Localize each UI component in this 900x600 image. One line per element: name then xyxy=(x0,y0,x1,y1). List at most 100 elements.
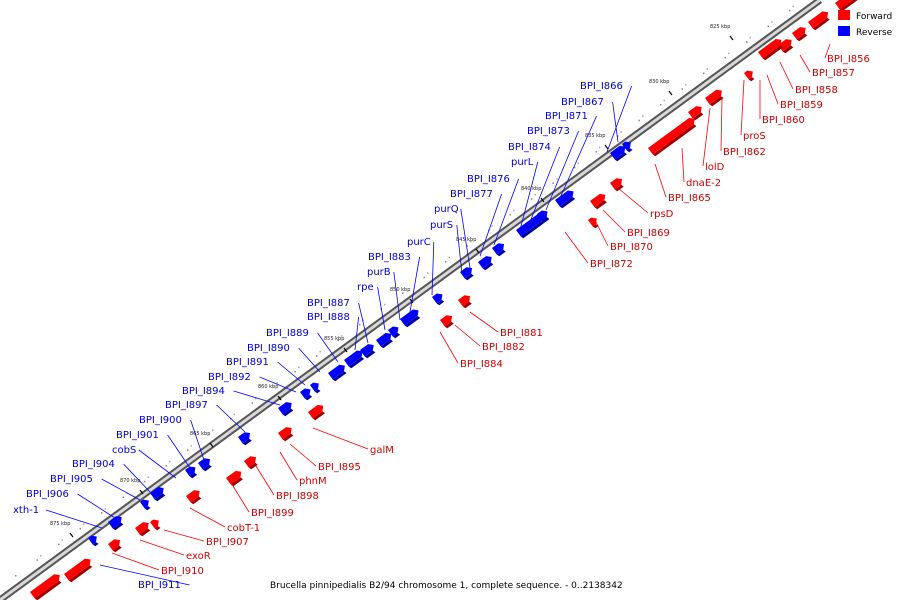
forward-leader xyxy=(289,443,317,467)
reverse-gene-label: BPI_I905 xyxy=(50,474,93,485)
scale-dot xyxy=(341,335,343,337)
forward-gene[interactable] xyxy=(792,25,810,42)
reverse-leader xyxy=(277,361,306,386)
forward-leader xyxy=(255,465,275,496)
forward-gene[interactable] xyxy=(30,572,64,600)
reverse-leader xyxy=(259,376,297,393)
reverse-gene[interactable] xyxy=(388,324,403,339)
forward-gene[interactable] xyxy=(278,425,296,442)
reverse-leader xyxy=(559,115,597,199)
forward-gene[interactable] xyxy=(150,517,163,531)
forward-leader xyxy=(702,107,711,167)
legend-forward-label: Forward xyxy=(856,12,892,22)
scale-dot xyxy=(703,72,705,75)
forward-gene[interactable] xyxy=(108,537,124,553)
forward-gene[interactable] xyxy=(186,488,204,505)
forward-leader xyxy=(602,209,626,233)
scale-dot xyxy=(61,539,63,541)
reverse-gene-label: BPI_I901 xyxy=(116,430,159,441)
scale-dot xyxy=(749,36,751,39)
scale-tick-label: 875 kbp xyxy=(50,521,70,527)
reverse-gene[interactable] xyxy=(198,456,214,472)
forward-gene[interactable] xyxy=(744,68,757,82)
forward-leader xyxy=(720,97,723,152)
forward-gene[interactable] xyxy=(648,116,699,157)
forward-gene[interactable] xyxy=(135,520,153,537)
forward-gene[interactable] xyxy=(688,104,706,121)
scale-dot xyxy=(58,543,60,546)
gene-features xyxy=(30,0,862,600)
reverse-gene[interactable] xyxy=(478,254,496,271)
forward-gene[interactable] xyxy=(64,556,95,583)
scale-tick-mark xyxy=(409,298,414,304)
forward-gene-label: galM xyxy=(370,445,394,456)
forward-gene-label: BPI_I895 xyxy=(318,462,361,473)
reverse-gene[interactable] xyxy=(555,188,578,209)
reverse-leader xyxy=(456,224,463,275)
forward-gene[interactable] xyxy=(778,37,796,54)
scale-tick-label: 825 kbp xyxy=(710,24,730,30)
scale-dot xyxy=(362,319,364,321)
reverse-gene[interactable] xyxy=(460,265,476,281)
reverse-gene[interactable] xyxy=(622,139,635,153)
forward-gene[interactable] xyxy=(226,469,245,487)
forward-leader xyxy=(824,43,831,59)
forward-leader xyxy=(232,485,250,513)
scale-dot xyxy=(165,465,167,467)
scale-dot xyxy=(685,84,687,86)
reverse-gene[interactable] xyxy=(328,362,349,382)
reverse-gene[interactable] xyxy=(185,464,200,479)
reverse-gene[interactable] xyxy=(344,348,367,369)
forward-gene[interactable] xyxy=(244,454,260,470)
forward-leader xyxy=(766,74,779,105)
reverse-gene[interactable] xyxy=(310,380,323,394)
forward-gene[interactable] xyxy=(610,176,626,192)
forward-gene-label: BPI_I910 xyxy=(161,566,204,577)
scale-dot xyxy=(595,151,597,153)
reverse-leader xyxy=(167,434,191,469)
reverse-gene[interactable] xyxy=(238,430,254,446)
reverse-gene[interactable] xyxy=(150,485,168,502)
forward-gene[interactable] xyxy=(705,87,726,107)
scale-dot xyxy=(427,272,429,274)
forward-gene[interactable] xyxy=(590,192,609,210)
forward-leader xyxy=(111,552,160,571)
reverse-gene[interactable] xyxy=(360,342,378,359)
forward-gene[interactable] xyxy=(808,9,832,31)
reverse-leader xyxy=(298,347,321,373)
reverse-gene-label: BPI_I871 xyxy=(545,111,588,122)
scale-tick-label: 855 kbp xyxy=(324,336,344,342)
reverse-gene-label: BPI_I866 xyxy=(580,81,623,92)
forward-gene-label: cobT-1 xyxy=(227,523,260,534)
scale-dot xyxy=(208,433,210,436)
scale-dot xyxy=(599,146,601,149)
reverse-gene[interactable] xyxy=(108,514,126,531)
scale-dot xyxy=(767,25,769,27)
reverse-gene-label: BPI_I911 xyxy=(138,580,181,591)
forward-gene[interactable] xyxy=(835,0,862,12)
reverse-gene[interactable] xyxy=(516,209,552,239)
reverse-gene[interactable] xyxy=(88,533,101,547)
reverse-gene[interactable] xyxy=(610,144,629,162)
reverse-gene[interactable] xyxy=(278,400,296,417)
reverse-gene[interactable] xyxy=(376,331,395,349)
forward-gene[interactable] xyxy=(458,293,474,309)
forward-gene-label: BPI_I865 xyxy=(668,193,711,204)
scale-tick-label: 840 kbp xyxy=(521,186,541,192)
reverse-gene[interactable] xyxy=(492,241,508,257)
reverse-gene[interactable] xyxy=(140,497,153,511)
reverse-gene[interactable] xyxy=(432,291,447,306)
forward-leader xyxy=(139,539,185,556)
reverse-leader xyxy=(45,509,103,529)
reverse-gene[interactable] xyxy=(300,386,315,401)
forward-gene[interactable] xyxy=(308,403,327,421)
scale-dot xyxy=(255,398,257,400)
scale-dot xyxy=(83,523,85,526)
forward-gene[interactable] xyxy=(758,37,785,61)
reverse-gene[interactable] xyxy=(400,307,423,328)
scale-dot xyxy=(513,209,515,212)
forward-gene[interactable] xyxy=(588,215,601,229)
scale-dot xyxy=(574,166,576,169)
forward-gene[interactable] xyxy=(440,313,456,329)
